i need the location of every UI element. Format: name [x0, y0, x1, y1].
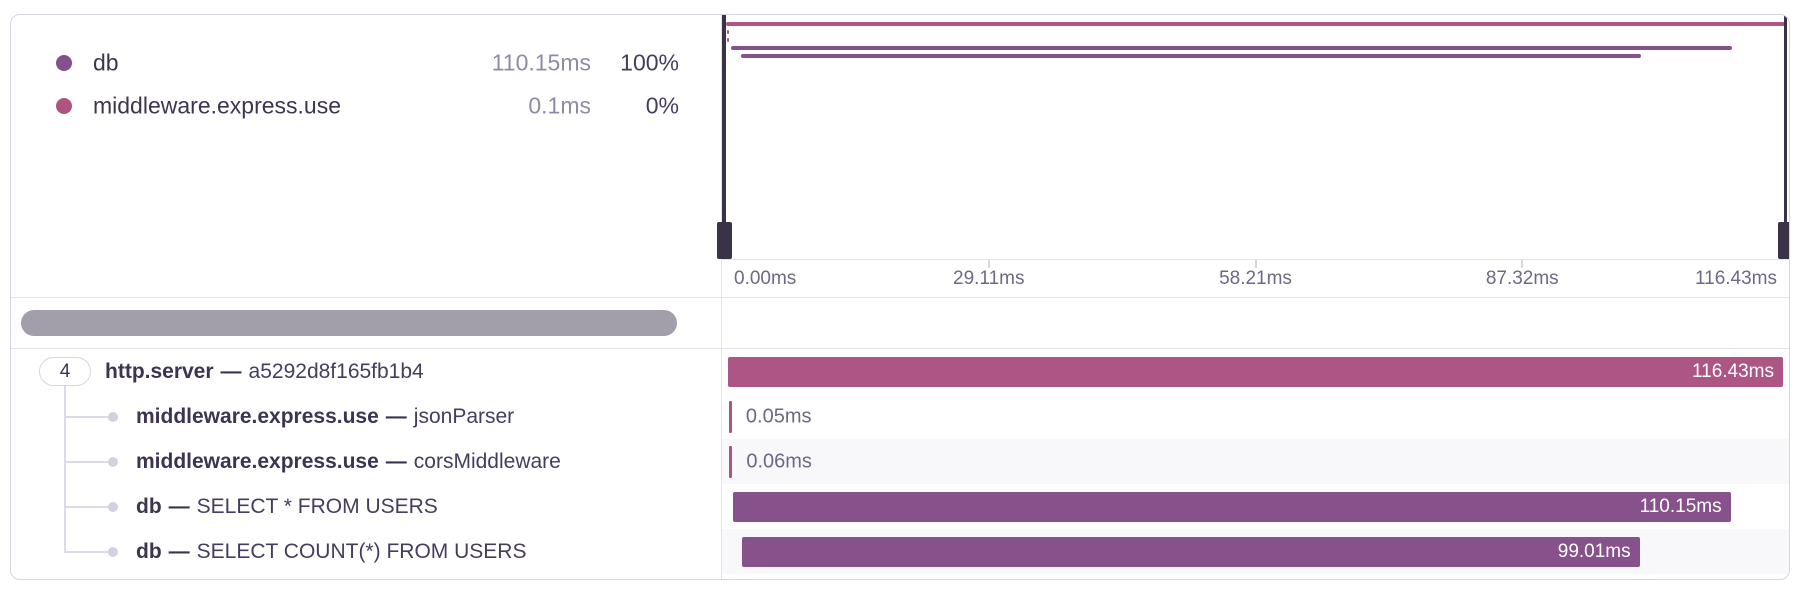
span-tick[interactable] [729, 445, 733, 478]
legend-item-label: db [93, 49, 119, 75]
span-description: SELECT * FROM USERS [196, 494, 438, 518]
span-op-label: middleware.express.use [136, 449, 379, 473]
axis-tickmark [1254, 260, 1257, 268]
axis-tick-label: 116.43ms [1694, 267, 1777, 289]
span-op-label: db [136, 494, 162, 518]
span-tree-row[interactable]: middleware.express.use — jsonParser [11, 394, 721, 439]
legend-item-percent: 0% [645, 92, 679, 118]
span-dash: — [385, 449, 407, 473]
span-dash: — [168, 494, 190, 518]
legend-item: db 110.15ms 100% [11, 41, 721, 84]
span-tick[interactable] [728, 400, 732, 433]
span-bar[interactable]: 116.43ms [728, 356, 1783, 387]
waterfall-row-plot: 116.43ms [728, 349, 1783, 394]
minimap-plot [726, 15, 1785, 259]
span-bar-duration-label: 116.43ms [1691, 360, 1774, 382]
span-waterfall-panel: 116.43ms 0.05ms 0.06ms 110.15ms 99.01ms [721, 349, 1789, 579]
waterfall-row-plot: 99.01ms [728, 529, 1783, 574]
span-dash: — [385, 404, 407, 428]
span-description: corsMiddleware [413, 449, 561, 473]
axis-tick-label: 0.00ms [734, 267, 797, 289]
waterfall-row-plot: 0.06ms [728, 439, 1783, 484]
span-tree-row[interactable]: db — SELECT COUNT(*) FROM USERS [11, 529, 721, 574]
waterfall-row: 0.06ms [722, 439, 1789, 484]
minimap-left-handle[interactable] [716, 15, 732, 259]
scrollbar-track[interactable] [11, 297, 721, 349]
span-tree-row[interactable]: middleware.express.use — corsMiddleware [11, 439, 721, 484]
span-duration-label: 0.06ms [746, 450, 812, 472]
waterfall-row: 110.15ms [722, 484, 1789, 529]
ops-breakdown-legend: db 110.15ms 100% middleware.express.use 0.1m… [11, 15, 721, 297]
span-tree-row[interactable]: db — SELECT * FROM USERS [11, 484, 721, 529]
span-bar[interactable]: 99.01ms [742, 536, 1640, 567]
waterfall-row: 116.43ms [722, 349, 1789, 394]
legend-color-dot-icon [56, 97, 72, 114]
axis-tick-label: 87.32ms [1485, 267, 1559, 289]
minimap-panel: 0.00ms 29.11ms 58.21ms 87.32ms 116.43ms [716, 15, 1789, 297]
legend-item: middleware.express.use 0.1ms 0% [11, 84, 721, 127]
time-axis: 0.00ms 29.11ms 58.21ms 87.32ms 116.43ms [722, 259, 1789, 297]
span-dash: — [220, 359, 242, 383]
span-duration-label: 0.05ms [745, 405, 812, 427]
trace-waterfall-card: db 110.15ms 100% middleware.express.use 0.1m… [10, 14, 1790, 580]
scrollbar-spacer [721, 297, 1789, 349]
minimap-span-line [726, 30, 729, 34]
span-description: SELECT COUNT(*) FROM USERS [196, 539, 527, 563]
axis-tickmark [1521, 260, 1524, 268]
axis-tick-label: 29.11ms [953, 267, 1025, 289]
span-description: jsonParser [413, 404, 515, 428]
minimap-right-handle[interactable] [1778, 15, 1789, 259]
span-tree-row[interactable]: 4 http.server — a5292d8f165fb1b4 [11, 349, 721, 394]
span-op-label: db [136, 539, 162, 563]
waterfall-row-plot: 0.05ms [728, 394, 1783, 439]
waterfall-row-plot: 110.15ms [728, 484, 1783, 529]
minimap-span-line [727, 38, 730, 42]
axis-tickmark [987, 260, 990, 268]
span-count-badge[interactable]: 4 [39, 357, 91, 386]
legend-item-percent: 100% [620, 49, 679, 75]
minimap-left-handle-grip[interactable] [716, 222, 732, 259]
minimap-span-line [726, 22, 1785, 26]
legend-color-dot-icon [56, 54, 72, 71]
waterfall-row: 99.01ms [722, 529, 1789, 574]
minimap-span-line [730, 46, 1733, 50]
axis-tick-label: 58.21ms [1219, 267, 1292, 289]
trace-minimap[interactable] [716, 15, 1789, 259]
legend-item-duration: 110.15ms [491, 49, 591, 75]
waterfall-row: 0.05ms [722, 394, 1789, 439]
span-bar-duration-label: 99.01ms [1557, 540, 1631, 562]
legend-item-label: middleware.express.use [93, 92, 342, 118]
horizontal-scrollbar-thumb[interactable] [21, 310, 677, 336]
minimap-right-handle-grip[interactable] [1778, 222, 1789, 259]
span-dash: — [168, 539, 190, 563]
span-bar[interactable]: 110.15ms [732, 491, 1731, 522]
span-op-label: middleware.express.use [136, 404, 379, 428]
span-tree-panel: 4 http.server — a5292d8f165fb1b4 middleware.… [11, 349, 721, 579]
span-description: a5292d8f165fb1b4 [248, 359, 424, 383]
minimap-span-line [740, 54, 1642, 58]
span-bar-duration-label: 110.15ms [1639, 495, 1722, 517]
span-op-label: http.server [105, 359, 214, 383]
legend-item-duration: 0.1ms [528, 92, 591, 118]
